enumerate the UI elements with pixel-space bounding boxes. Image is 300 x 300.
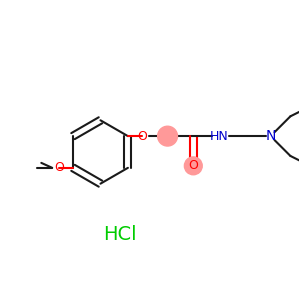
Circle shape: [184, 157, 202, 175]
Text: O: O: [188, 159, 198, 172]
Text: O: O: [54, 161, 64, 174]
Text: HN: HN: [210, 130, 228, 142]
Text: N: N: [266, 129, 276, 143]
Text: O: O: [137, 130, 147, 142]
Circle shape: [158, 126, 178, 146]
Text: HCl: HCl: [103, 225, 137, 244]
